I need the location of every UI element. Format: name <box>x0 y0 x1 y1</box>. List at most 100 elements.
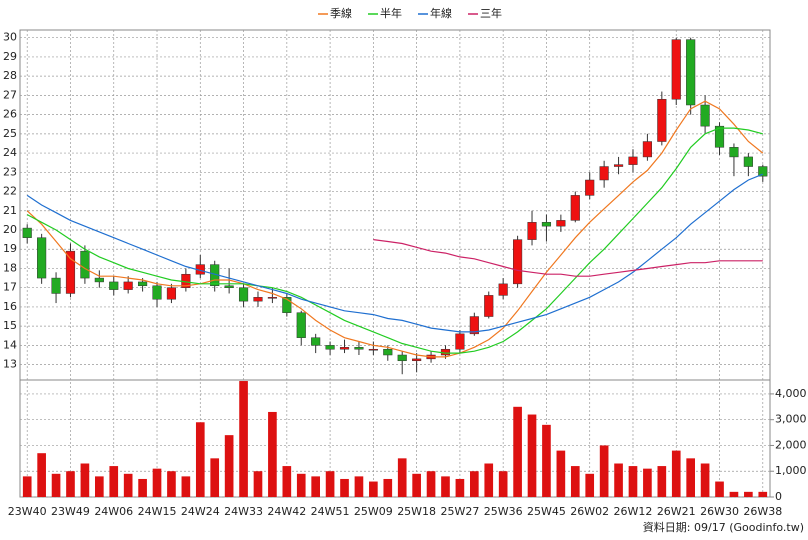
candle-body <box>138 281 148 287</box>
candle-body <box>628 156 638 165</box>
x-tick-label: 24W24 <box>181 505 220 518</box>
candle-body <box>714 125 725 148</box>
volume-bar <box>426 471 436 497</box>
candle-body <box>80 250 90 279</box>
volume-bar <box>181 476 191 497</box>
x-tick-label: 24W33 <box>224 505 263 518</box>
candle-body <box>642 141 652 158</box>
volume-bar <box>455 478 465 497</box>
candle-body <box>311 337 321 346</box>
volume-bar <box>123 473 133 497</box>
candle-body <box>339 347 350 350</box>
y2-tick-label: 3,000 <box>775 413 807 426</box>
volume-bar <box>224 435 234 497</box>
volume-bar <box>527 414 537 497</box>
y-tick-label: 26 <box>3 108 17 121</box>
candle-body <box>383 348 393 356</box>
candle-body <box>527 222 537 240</box>
x-tick-label: 23W49 <box>51 505 90 518</box>
y2-tick-label: 1,000 <box>775 464 807 477</box>
volume-bar <box>51 473 61 497</box>
volume-bar <box>470 471 479 497</box>
candle-body <box>412 358 422 362</box>
y-tick-label: 28 <box>3 69 17 82</box>
candle-body <box>700 104 710 127</box>
x-tick-label: 26W21 <box>657 505 696 518</box>
candle-body <box>238 287 249 302</box>
footnote: 資料日期: 09/17 (Goodinfo.tw) <box>643 520 804 534</box>
candle-body <box>123 281 133 290</box>
x-tick-label: 24W42 <box>267 505 306 518</box>
volume-bar <box>513 406 522 497</box>
y-tick-label: 18 <box>3 261 17 274</box>
volume-bar <box>195 422 205 497</box>
y2-tick-label: 4,000 <box>775 387 807 400</box>
volume-bar <box>325 471 335 497</box>
x-tick-label: 26W30 <box>700 505 739 518</box>
volume-bar <box>412 473 421 497</box>
x-tick-label: 25W45 <box>527 505 566 518</box>
candle-body <box>686 39 696 106</box>
volume-bar <box>700 463 710 497</box>
volume-bar <box>397 458 407 497</box>
volume-bar <box>628 466 638 497</box>
x-tick-label: 25W36 <box>484 505 523 518</box>
candle-body <box>570 195 580 221</box>
volume-bar <box>37 453 46 497</box>
y-tick-label: 19 <box>3 242 17 255</box>
y2-tick-label: 0 <box>775 490 782 503</box>
volume-bar <box>239 381 248 497</box>
volume-bar <box>570 466 580 497</box>
volume-bar <box>152 468 162 497</box>
ma-line <box>373 239 763 277</box>
candle-body <box>51 277 61 294</box>
y-tick-label: 24 <box>3 146 17 159</box>
candle-body <box>224 285 234 288</box>
volume-bar <box>599 445 609 497</box>
y-tick-label: 23 <box>3 165 17 178</box>
y-tick-label: 15 <box>3 319 17 332</box>
ma-line <box>26 173 764 333</box>
legend: 季線 半年 年線 三年 <box>318 6 502 20</box>
y-tick-label: 29 <box>3 50 17 63</box>
volume-bar <box>715 481 724 497</box>
y2-tick-label: 2,000 <box>775 438 807 451</box>
volume-bar <box>643 468 652 497</box>
candle-body <box>743 156 753 167</box>
candle-body <box>354 347 364 350</box>
candle-body <box>253 297 263 302</box>
candle-body <box>152 285 162 300</box>
candle-body <box>484 295 494 317</box>
x-tick-label: 25W27 <box>440 505 479 518</box>
candle-body <box>22 227 32 238</box>
volume-bar <box>282 466 292 497</box>
candle-body <box>541 222 552 227</box>
legend-label: 三年 <box>480 6 502 20</box>
ma-line <box>26 127 763 354</box>
volume-bar <box>210 458 220 497</box>
candle-body <box>599 166 609 181</box>
y-tick-label: 17 <box>3 281 17 294</box>
volume-bar <box>484 463 494 497</box>
volume-bar <box>340 478 349 497</box>
y-tick-label: 16 <box>3 300 17 313</box>
x-tick-label: 24W06 <box>94 505 133 518</box>
y-tick-label: 13 <box>3 358 17 371</box>
x-tick-label: 26W38 <box>743 505 782 518</box>
x-tick-label: 25W09 <box>354 505 393 518</box>
volume-bar <box>66 471 75 497</box>
volume-bar <box>80 463 90 497</box>
y-tick-label: 22 <box>3 185 17 198</box>
x-tick-label: 26W12 <box>614 505 653 518</box>
candle-body <box>758 166 768 177</box>
candle-body <box>267 297 277 299</box>
x-tick-label: 24W15 <box>138 505 177 518</box>
y-tick-label: 27 <box>3 88 17 101</box>
candle-body <box>556 220 566 227</box>
volume-bar <box>441 476 450 497</box>
y-tick-label: 30 <box>3 31 17 44</box>
candle-body <box>37 237 47 279</box>
candle-body <box>729 147 739 158</box>
y-tick-label: 25 <box>3 127 17 140</box>
